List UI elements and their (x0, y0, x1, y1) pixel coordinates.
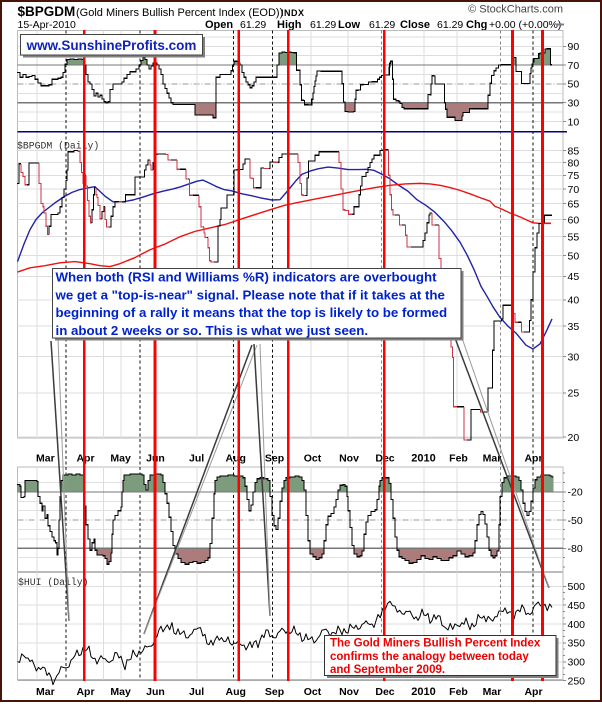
svg-text:60: 60 (568, 214, 580, 226)
svg-text:75: 75 (568, 170, 580, 182)
svg-text:61.29: 61.29 (437, 19, 463, 31)
svg-text:90: 90 (568, 41, 580, 53)
svg-text:450: 450 (568, 600, 586, 612)
svg-text:May: May (110, 453, 131, 465)
svg-text:When both (RSI and Williams %R: When both (RSI and Williams %R) indicato… (56, 270, 438, 285)
svg-text:30: 30 (568, 352, 580, 364)
svg-text:Dec: Dec (375, 686, 394, 698)
svg-text:INDX: INDX (281, 8, 305, 18)
svg-text:-80: -80 (568, 543, 583, 555)
svg-text:55: 55 (568, 232, 580, 244)
svg-text:Nov: Nov (339, 453, 359, 465)
svg-text:The Gold Miners Bullish Percen: The Gold Miners Bullish Percent Index (330, 638, 541, 650)
svg-text:www.SunshineProfits.com: www.SunshineProfits.com (26, 38, 197, 53)
svg-text:confirms the analogy between t: confirms the analogy between today (330, 651, 529, 663)
svg-text:50: 50 (568, 79, 580, 91)
svg-text:beginning of a rally it means: beginning of a rally it means that the t… (56, 305, 448, 320)
svg-text:and September 2009.: and September 2009. (330, 664, 445, 676)
svg-text:300: 300 (568, 657, 586, 669)
svg-text:Mar: Mar (36, 686, 55, 698)
svg-text:30: 30 (568, 98, 580, 110)
svg-text:2010: 2010 (411, 453, 435, 465)
svg-text:+0.00 (+0.00%): +0.00 (+0.00%) (489, 19, 561, 31)
svg-text:70: 70 (568, 184, 580, 196)
svg-text:Mar: Mar (483, 453, 502, 465)
svg-text:25: 25 (568, 388, 580, 400)
svg-text:© StockCharts.com: © StockCharts.com (468, 4, 563, 16)
svg-text:$BPGDM (Daily): $BPGDM (Daily) (17, 141, 99, 152)
svg-text:10: 10 (568, 116, 580, 128)
svg-text:70: 70 (568, 60, 580, 72)
svg-text:65: 65 (568, 198, 580, 210)
svg-text:85: 85 (568, 145, 580, 157)
svg-text:61.29: 61.29 (310, 19, 336, 31)
svg-text:-20: -20 (568, 487, 583, 499)
svg-text:Aug: Aug (225, 453, 245, 465)
svg-text:20: 20 (568, 432, 580, 444)
svg-text:50: 50 (568, 250, 580, 262)
svg-text:Apr: Apr (524, 686, 542, 698)
svg-text:High: High (277, 19, 302, 31)
svg-text:35: 35 (568, 321, 580, 333)
svg-text:Sep: Sep (265, 453, 284, 465)
svg-text:Open: Open (205, 19, 233, 31)
svg-text:Chg: Chg (466, 19, 487, 31)
svg-text:-50: -50 (568, 515, 583, 527)
svg-text:$HUI (Daily): $HUI (Daily) (18, 577, 89, 588)
svg-text:Close: Close (400, 19, 430, 31)
svg-text:Feb: Feb (449, 453, 468, 465)
svg-text:(Gold Miners Bullish Percent I: (Gold Miners Bullish Percent Index (EOD)… (76, 7, 283, 19)
svg-text:80: 80 (568, 157, 580, 169)
svg-text:Aug: Aug (225, 686, 245, 698)
svg-text:we get a "top-is-near" signal.: we get a "top-is-near" signal. Please no… (55, 287, 445, 302)
svg-text:Sep: Sep (265, 686, 284, 698)
svg-text:45: 45 (568, 271, 580, 283)
svg-text:Mar: Mar (483, 686, 502, 698)
svg-text:Jul: Jul (189, 686, 204, 698)
svg-text:15-Apr-2010: 15-Apr-2010 (18, 19, 77, 31)
svg-text:$BPGDM: $BPGDM (18, 4, 76, 19)
svg-text:61.29: 61.29 (369, 19, 395, 31)
svg-text:Feb: Feb (449, 686, 468, 698)
svg-text:May: May (110, 686, 131, 698)
svg-text:Jul: Jul (189, 453, 204, 465)
svg-text:350: 350 (568, 638, 586, 650)
svg-text:Apr: Apr (76, 686, 94, 698)
svg-text:Jun: Jun (146, 686, 165, 698)
svg-text:Oct: Oct (304, 686, 322, 698)
svg-text:in about 2 weeks or so. This i: in about 2 weeks or so. This is what we … (56, 323, 369, 338)
svg-text:400: 400 (568, 619, 586, 631)
svg-text:Nov: Nov (339, 686, 359, 698)
svg-text:Apr: Apr (524, 453, 542, 465)
svg-text:Oct: Oct (304, 453, 322, 465)
svg-text:61.29: 61.29 (240, 19, 266, 31)
svg-text:Low: Low (338, 19, 360, 31)
svg-text:Mar: Mar (36, 453, 55, 465)
svg-text:40: 40 (568, 295, 580, 307)
svg-text:500: 500 (568, 581, 586, 593)
svg-text:2010: 2010 (411, 686, 435, 698)
svg-text:250: 250 (568, 676, 586, 688)
